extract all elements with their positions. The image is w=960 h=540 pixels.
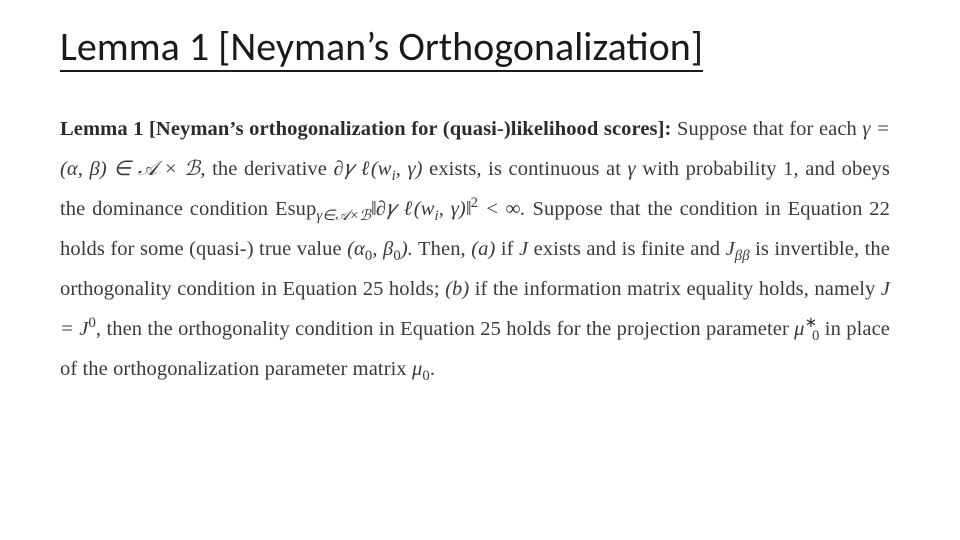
math-mu0-sub: 0 — [422, 368, 429, 384]
math-derivative: ∂𝛾 ℓ(w — [333, 158, 391, 180]
math-true-value-close: ). — [401, 238, 413, 260]
math-sup-zero: 0 — [88, 315, 95, 331]
math-lt-inf: < ∞. — [478, 198, 526, 220]
lemma-text: Suppose that for each — [677, 118, 862, 140]
math-mu0: μ — [412, 358, 422, 380]
lemma-text: , the derivative — [200, 158, 333, 180]
case-a: (a) — [471, 238, 495, 260]
math-mu-star: μ — [794, 318, 804, 340]
case-b: (b) — [445, 278, 469, 300]
math-Jbb: J — [726, 238, 735, 260]
math-squared: 2 — [471, 195, 478, 211]
slide-title: Lemma 1 [Neyman’s Orthogonalization] — [60, 26, 703, 72]
math-gamma: γ — [628, 158, 636, 180]
lemma-text: Then, — [418, 238, 471, 260]
math-true-value-mid: , β — [372, 238, 393, 260]
lemma-text: exists and is finite and — [528, 238, 725, 260]
lemma-text: if the information matrix equality holds… — [469, 278, 880, 300]
lemma-text: , then the orthogonality condition in Eq… — [96, 318, 794, 340]
math-esup-sub: γ∈𝒜×ℬ — [316, 208, 371, 224]
lemma-text: exists, is continuous at — [423, 158, 628, 180]
math-true-value: (α — [347, 238, 365, 260]
math-norm-body-tail: , γ) — [439, 198, 466, 220]
math-esup: Esup — [275, 198, 316, 220]
lemma-heading: Lemma 1 [Neyman’s orthogonalization for … — [60, 118, 671, 140]
math-J: J — [519, 238, 528, 260]
lemma-text-block: Lemma 1 [Neyman’s orthogonalization for … — [60, 110, 890, 390]
math-sub-zero: 0 — [393, 248, 400, 264]
slide: Lemma 1 [Neyman’s Orthogonalization] Lem… — [0, 0, 960, 540]
lemma-text: . — [430, 358, 435, 380]
math-norm-body: ∂𝛾 ℓ(w — [376, 198, 435, 220]
math-mu-sub: 0 — [812, 328, 819, 344]
lemma-text: if — [495, 238, 519, 260]
math-sub-bb: ββ — [735, 248, 750, 264]
math-derivative-tail: , γ) — [396, 158, 423, 180]
